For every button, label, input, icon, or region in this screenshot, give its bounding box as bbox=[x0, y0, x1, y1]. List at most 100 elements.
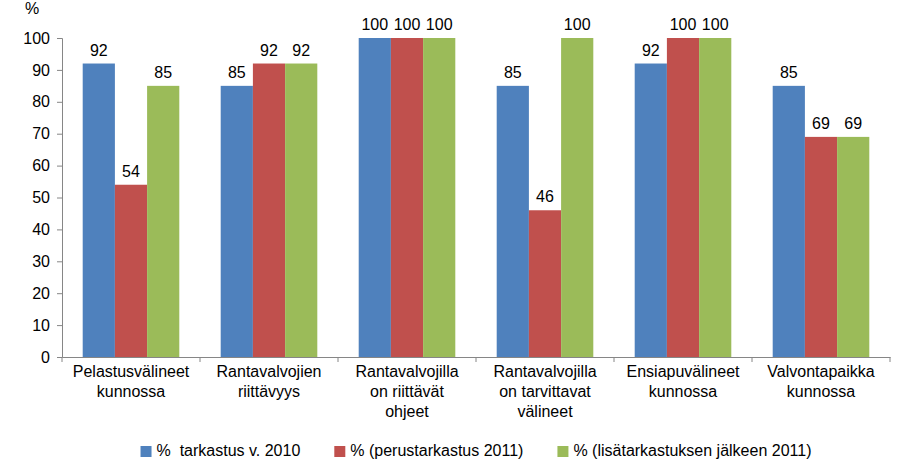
bar bbox=[805, 137, 837, 357]
tick-label: 10 bbox=[32, 317, 50, 334]
tick: 50 bbox=[32, 189, 62, 206]
data-label: 100 bbox=[426, 16, 453, 33]
data-label: 92 bbox=[90, 42, 108, 59]
data-label: 92 bbox=[642, 42, 660, 59]
tick-mark bbox=[57, 293, 62, 294]
tick: 0 bbox=[41, 349, 62, 366]
bar bbox=[667, 38, 699, 357]
tick: Valvontapaikkakunnossa bbox=[767, 357, 874, 400]
tick-label: Pelastusvälineetkunnossa bbox=[73, 363, 190, 400]
separator bbox=[476, 357, 477, 362]
legend-label: % (lisätarkastuksen jälkeen 2011) bbox=[573, 442, 811, 459]
legend-swatch bbox=[557, 446, 568, 457]
tick: Rantavalvojienriittävyys bbox=[217, 357, 322, 400]
bar bbox=[635, 64, 667, 357]
legend-item: % tarkastus v. 2010 bbox=[141, 442, 301, 459]
data-label: 100 bbox=[670, 16, 697, 33]
tick-label: 50 bbox=[32, 189, 50, 206]
tick-mark bbox=[57, 229, 62, 230]
tick: 40 bbox=[32, 221, 62, 238]
tick-mark bbox=[57, 166, 62, 167]
bar bbox=[359, 38, 391, 357]
series bbox=[147, 38, 869, 357]
tick-mark bbox=[57, 70, 62, 71]
tick: 30 bbox=[32, 253, 62, 270]
data-label: 85 bbox=[228, 64, 246, 81]
bar bbox=[497, 86, 529, 357]
axis-title: % bbox=[25, 0, 39, 17]
tick: 70 bbox=[32, 125, 62, 142]
data-label: 54 bbox=[122, 163, 140, 180]
bar bbox=[837, 137, 869, 357]
tick: 20 bbox=[32, 285, 62, 302]
data-label: 46 bbox=[536, 188, 554, 205]
bar bbox=[391, 38, 423, 357]
tick-label: Rantavalvojillaon riittävätohjeet bbox=[355, 363, 458, 420]
bar bbox=[147, 86, 179, 357]
tick-label: Rantavalvojillaon tarvittavatvälineet bbox=[493, 363, 596, 420]
bars bbox=[83, 38, 870, 357]
tick-label: 70 bbox=[32, 125, 50, 142]
bar bbox=[529, 210, 561, 357]
legend-item: % (perustarkastus 2011) bbox=[334, 442, 523, 459]
data-label: 100 bbox=[564, 16, 591, 33]
separator bbox=[752, 357, 753, 362]
data-label: 100 bbox=[361, 16, 388, 33]
tick: Pelastusvälineetkunnossa bbox=[73, 357, 190, 400]
data-label: 69 bbox=[812, 115, 830, 132]
axis-line bbox=[57, 39, 63, 358]
tick-label: 80 bbox=[32, 93, 50, 110]
bar bbox=[699, 38, 731, 357]
data-label: 85 bbox=[780, 64, 798, 81]
tick-label: 90 bbox=[32, 62, 50, 79]
tick: Ensiapuvälineetkunnossa bbox=[627, 357, 741, 400]
tick-label: 0 bbox=[41, 349, 50, 366]
tick-mark bbox=[57, 198, 62, 199]
tick-label: Valvontapaikkakunnossa bbox=[767, 363, 874, 400]
tick-label: 100 bbox=[23, 30, 50, 47]
data-label: 100 bbox=[702, 16, 729, 33]
separator bbox=[200, 357, 201, 362]
data-label: 85 bbox=[154, 64, 172, 81]
tick-label: 40 bbox=[32, 221, 50, 238]
separator bbox=[614, 357, 615, 362]
separator bbox=[338, 357, 339, 362]
tick-label: Ensiapuvälineetkunnossa bbox=[627, 363, 741, 400]
series bbox=[115, 38, 837, 357]
bar bbox=[285, 64, 317, 357]
bar bbox=[83, 64, 115, 357]
tick-label: Rantavalvojienriittävyys bbox=[217, 363, 322, 400]
data-label: 100 bbox=[394, 16, 421, 33]
legend-swatch bbox=[334, 446, 345, 457]
bar bbox=[253, 64, 285, 357]
legend-swatch bbox=[141, 446, 152, 457]
tick: 90 bbox=[32, 62, 62, 79]
separator bbox=[890, 357, 891, 362]
bar bbox=[115, 185, 147, 357]
series bbox=[83, 38, 805, 357]
legend-label: % (perustarkastus 2011) bbox=[350, 442, 523, 459]
data-label: 69 bbox=[844, 115, 862, 132]
data-label: 92 bbox=[292, 42, 310, 59]
tick-mark bbox=[57, 102, 62, 103]
tick-label: 20 bbox=[32, 285, 50, 302]
legend-label: % tarkastus v. 2010 bbox=[157, 442, 301, 459]
chart: 0 10 20 30 40 50 60 70 80 90 100 Pelastusvälineetku… bbox=[0, 0, 902, 464]
tick-mark bbox=[57, 261, 62, 262]
data-label: 85 bbox=[504, 64, 522, 81]
bar bbox=[561, 38, 593, 357]
tick-label: 30 bbox=[32, 253, 50, 270]
y-axis: 0 10 20 30 40 50 60 70 80 90 100 bbox=[23, 30, 62, 366]
tick-mark bbox=[57, 38, 62, 39]
tick: 100 bbox=[23, 30, 62, 47]
x-axis: Pelastusvälineetkunnossa Rantavalvojienri… bbox=[62, 357, 891, 420]
legend-item: % (lisätarkastuksen jälkeen 2011) bbox=[557, 442, 811, 459]
data-label: 92 bbox=[260, 42, 278, 59]
tick-label: 60 bbox=[32, 157, 50, 174]
tick: 10 bbox=[32, 317, 62, 334]
tick-mark bbox=[57, 134, 62, 135]
tick: Rantavalvojillaon tarvittavatvälineet bbox=[493, 357, 596, 420]
data-labels: 92 85 100 85 92 85 54 92 100 46 100 69 85 92 100 100 100… bbox=[90, 16, 862, 205]
tick-mark bbox=[57, 357, 62, 358]
tick: 60 bbox=[32, 157, 62, 174]
